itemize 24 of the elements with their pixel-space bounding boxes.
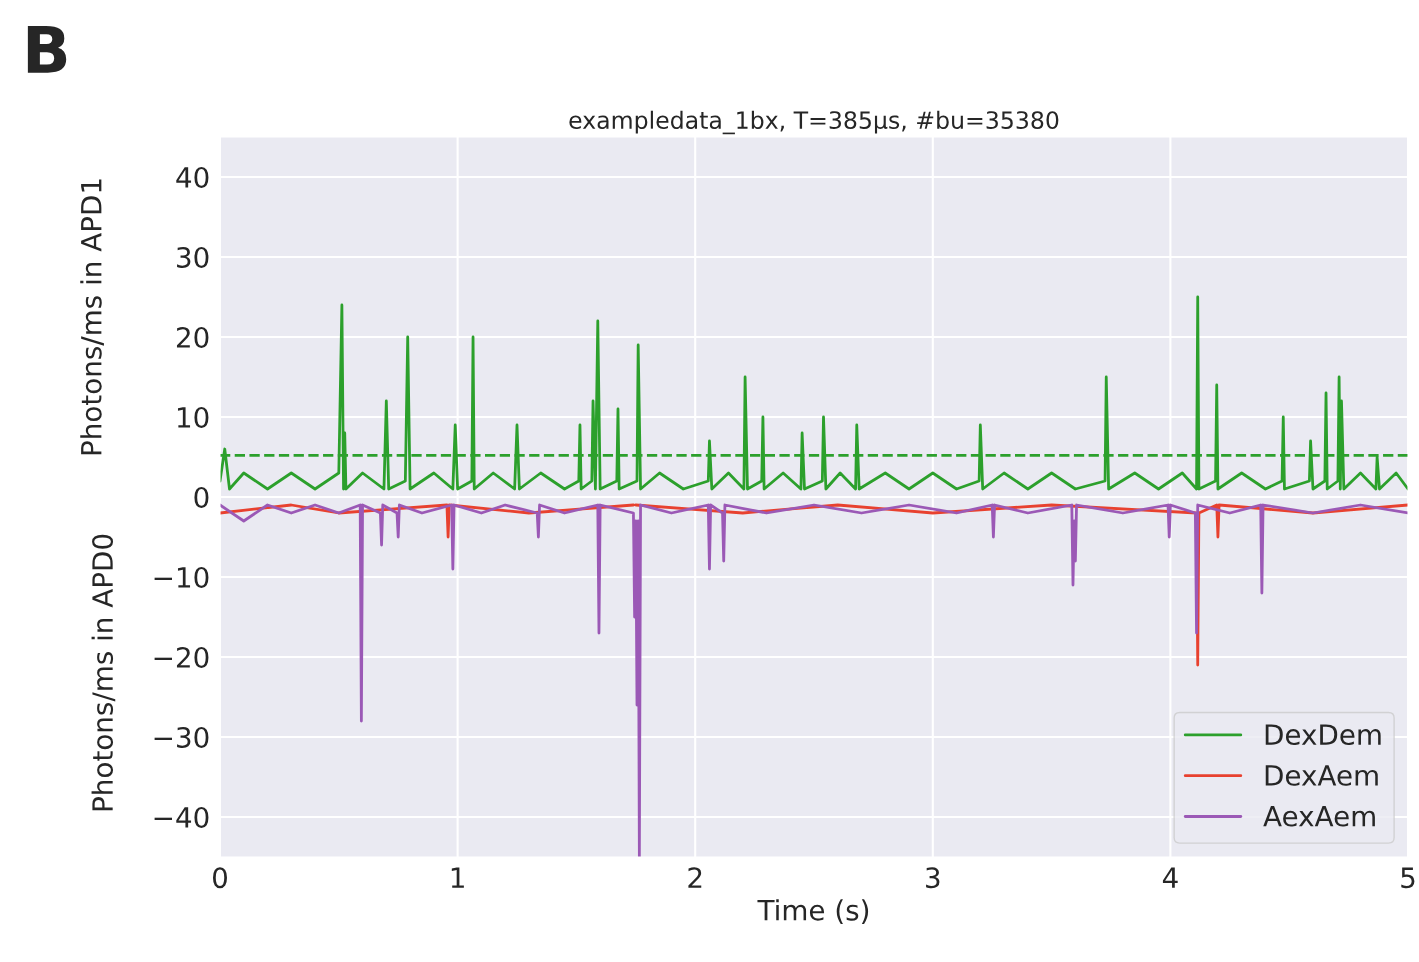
y-tick-label: −30 <box>154 726 209 748</box>
y-tick-label: 30 <box>177 246 209 268</box>
y-tick-label: 0 <box>194 486 209 508</box>
chart-title: exampledata_1bx, T=385µs, #bu=35380 <box>569 110 1059 135</box>
x-tick-label: 3 <box>926 867 940 889</box>
line-series <box>220 295 1408 491</box>
text: B <box>27 26 67 73</box>
x-tick-label: 4 <box>1162 867 1178 888</box>
legend-label: DexAem <box>1265 765 1378 786</box>
y-tick-label: −40 <box>154 806 209 828</box>
y-tick-label: −10 <box>154 566 209 588</box>
legend-label: AexAem <box>1263 805 1375 827</box>
y-tick-label: 10 <box>177 406 209 428</box>
x-tick-label: 2 <box>688 867 702 888</box>
y-tick-label: 20 <box>176 326 209 348</box>
y-axis-title: Photons/ms in APD1 <box>80 179 104 455</box>
y-tick-label: 40 <box>176 166 209 188</box>
text: Photons/ms in APD0 <box>91 534 116 811</box>
legend-label: DexDem <box>1265 724 1381 746</box>
x-tick-label: 1 <box>451 867 464 888</box>
y-tick-label: −20 <box>154 646 209 668</box>
x-axis-title: Time (s) <box>757 899 869 924</box>
x-tick-label: 0 <box>212 867 227 889</box>
x-tick-label: 5 <box>1401 867 1415 889</box>
